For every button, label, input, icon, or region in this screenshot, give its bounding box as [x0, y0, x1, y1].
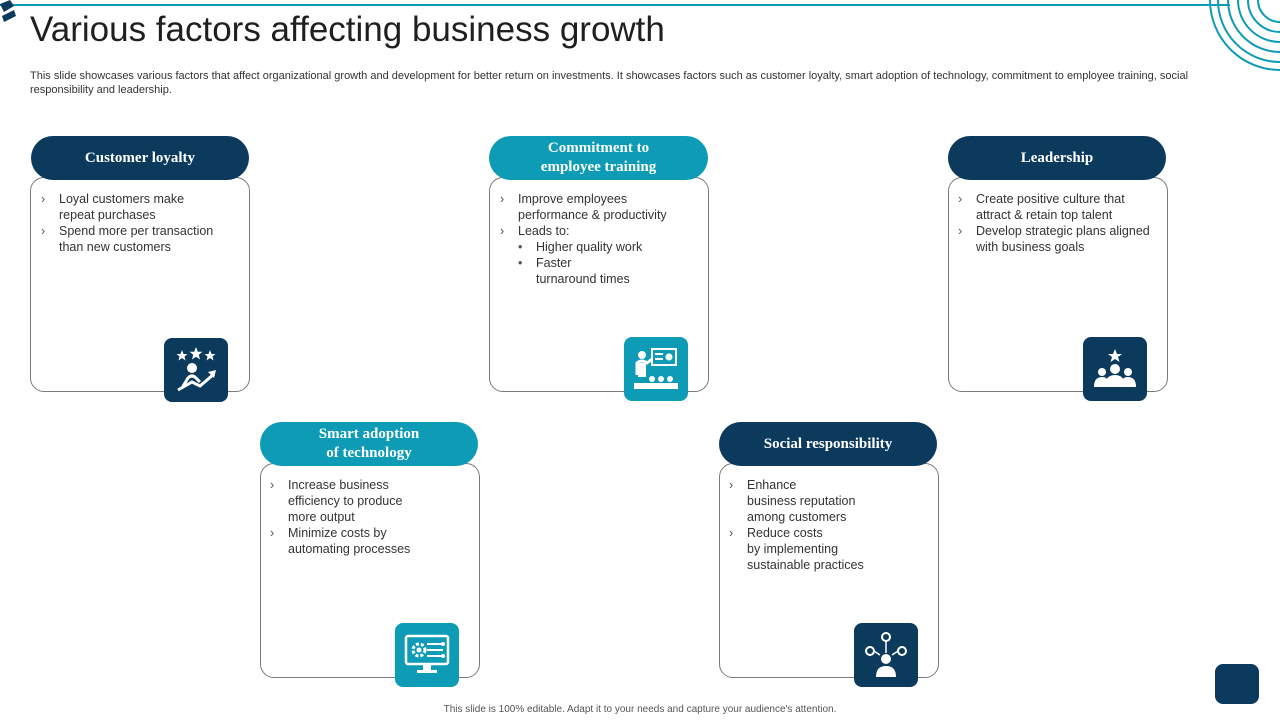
chevron-icon: › — [958, 192, 963, 206]
card-title-line: Smart adoption — [318, 426, 420, 442]
list-item: › Create positive culture that attract & r… — [956, 191, 1150, 223]
item-line: performance & productivity — [518, 208, 667, 222]
item-line: attract & retain top talent — [976, 208, 1113, 222]
card-title-smart-technology: Smart adoption of technology — [260, 422, 478, 466]
list-item: › Reduce costs by implementing sustainable … — [727, 525, 864, 573]
chevron-icon: › — [41, 192, 46, 206]
decorative-arcs — [1209, 0, 1280, 71]
item-line: turnaround times — [536, 272, 630, 286]
card-title-leadership: Leadership — [948, 136, 1166, 180]
card-list-social-responsibility: › Enhance business reputation among custome… — [727, 477, 864, 573]
slide-description: This slide showcases various factors tha… — [30, 70, 1189, 96]
item-line: Leads to: — [518, 224, 570, 238]
card-title-line: Commitment to — [547, 140, 650, 156]
list-item: › Minimize costs by automating processes — [268, 525, 410, 557]
item-line: than new customers — [59, 240, 171, 254]
list-item: › Improve employees performance & producti… — [498, 191, 667, 223]
list-item: › Spend more per transaction than new cust… — [39, 223, 213, 255]
slide-footer: This slide is 100% editable. Adapt it to… — [443, 704, 837, 715]
training-presentation-icon — [624, 337, 688, 401]
top-accent-line — [0, 4, 1230, 6]
item-line: Improve employees — [518, 192, 628, 206]
item-line: efficiency to produce — [288, 494, 403, 508]
customer-loyalty-icon — [164, 338, 228, 402]
item-line: among customers — [747, 510, 847, 524]
item-line: by implementing — [747, 542, 839, 556]
list-item: › Enhance business reputation among custome… — [727, 477, 864, 525]
chevron-icon: › — [41, 224, 46, 238]
item-line: Develop strategic plans aligned — [976, 224, 1150, 238]
item-line: automating processes — [288, 542, 411, 556]
card-list-leadership: › Create positive culture that attract & r… — [956, 191, 1150, 255]
card-title-line: Leadership — [1020, 149, 1094, 166]
item-line: Increase business — [288, 478, 389, 492]
item-line: Faster — [536, 256, 572, 270]
item-line: with business goals — [976, 240, 1085, 254]
card-title-social-responsibility: Social responsibility — [719, 422, 937, 466]
item-line: Minimize costs by — [288, 526, 387, 540]
chevron-icon: › — [500, 224, 505, 238]
card-list-customer-loyalty: › Loyal customers make repeat purchases › S… — [39, 191, 213, 255]
item-line: business reputation — [747, 494, 856, 508]
card-title-line: Social responsibility — [763, 435, 893, 452]
corner-logo-mark — [0, 0, 16, 22]
list-subitem: • Higher quality work — [498, 239, 667, 255]
list-subitem: • Faster turnaround times — [498, 255, 667, 287]
chevron-icon: › — [270, 526, 275, 540]
bullet-icon: • — [518, 240, 523, 254]
item-line: Reduce costs — [747, 526, 823, 540]
item-line: repeat purchases — [59, 208, 156, 222]
card-title-line: Customer loyalty — [84, 149, 196, 166]
item-line: Loyal customers make — [59, 192, 185, 206]
item-line: Enhance — [747, 478, 797, 492]
chevron-icon: › — [500, 192, 505, 206]
card-title-line: employee training — [540, 159, 657, 175]
item-line: Higher quality work — [536, 240, 643, 254]
list-item: › Loyal customers make repeat purchases — [39, 191, 213, 223]
card-title-employee-training: Commitment to employee training — [489, 136, 708, 180]
card-title-customer-loyalty: Customer loyalty — [31, 136, 249, 180]
card-list-employee-training: › Improve employees performance & producti… — [498, 191, 667, 287]
slide-title: Various factors affecting business growt… — [30, 10, 665, 49]
item-line: sustainable practices — [747, 558, 864, 572]
card-title-line: of technology — [326, 445, 412, 461]
list-item: › Develop strategic plans aligned with bus… — [956, 223, 1150, 255]
team-leader-icon — [1083, 337, 1147, 401]
list-item: › Increase business efficiency to produce m… — [268, 477, 410, 525]
list-item: › Leads to: — [498, 223, 667, 239]
chevron-icon: › — [958, 224, 963, 238]
card-list-smart-technology: › Increase business efficiency to produce m… — [268, 477, 410, 557]
nav-square-button[interactable] — [1215, 664, 1259, 704]
item-line: Spend more per transaction — [59, 224, 214, 238]
item-line: more output — [288, 510, 355, 524]
monitor-gear-icon — [395, 623, 459, 687]
chevron-icon: › — [729, 478, 734, 492]
chevron-icon: › — [270, 478, 275, 492]
bullet-icon: • — [518, 256, 523, 270]
person-network-icon — [854, 623, 918, 687]
chevron-icon: › — [729, 526, 734, 540]
item-line: Create positive culture that — [976, 192, 1125, 206]
